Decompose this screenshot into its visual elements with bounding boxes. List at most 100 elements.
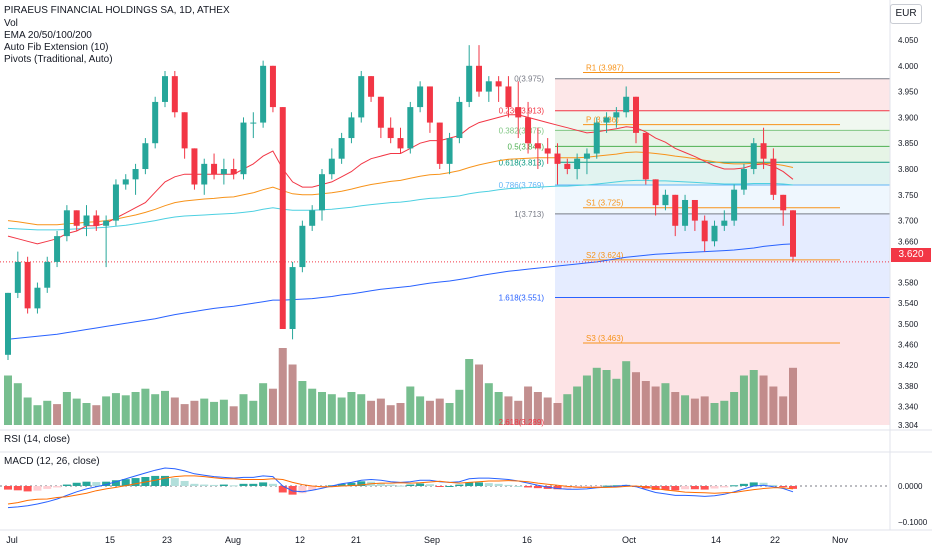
candle-body <box>485 81 492 92</box>
ema50-line <box>7 151 794 226</box>
macd-hist-bar <box>779 486 788 487</box>
macd-hist-bar <box>406 484 415 486</box>
candle-body <box>289 267 296 330</box>
volume-bar <box>151 394 160 425</box>
candle-body <box>5 292 11 355</box>
candle-body <box>54 236 61 262</box>
macd-hist-bar <box>435 486 444 487</box>
macd-hist-bar <box>749 482 758 486</box>
volume-bar <box>602 370 611 425</box>
macd-hist-bar <box>121 479 130 486</box>
volume-bar <box>789 367 797 425</box>
candle-body <box>731 189 738 221</box>
volume-bar <box>111 393 120 425</box>
volume-bar <box>465 359 474 425</box>
candles <box>5 45 796 360</box>
candle-body <box>544 148 551 154</box>
macd-hist-bar <box>789 486 797 489</box>
candle-body <box>603 117 610 123</box>
volume-bar <box>641 381 650 425</box>
candle-body <box>338 138 345 159</box>
fib-label: 0.236(3.913) <box>499 107 545 116</box>
volume-bar <box>62 392 71 425</box>
candle-body <box>112 184 119 221</box>
volume-bar <box>769 386 778 425</box>
macd-hist-bar <box>553 486 562 490</box>
candle-body <box>740 169 747 190</box>
volume-bar <box>210 401 219 425</box>
macd-hist-bar <box>259 482 268 486</box>
volume-bar <box>720 400 729 425</box>
indicator-ema[interactable]: EMA 20/50/100/200 <box>4 30 92 41</box>
indicator-fib[interactable]: Auto Fib Extension (10) <box>4 42 109 53</box>
macd-hist-bar <box>308 486 317 491</box>
volume-bar <box>219 399 228 425</box>
volume-bar <box>573 386 582 425</box>
volume-bar <box>455 389 464 425</box>
currency-button[interactable]: EUR <box>890 4 922 24</box>
volume-bar <box>131 392 140 425</box>
volume-bar <box>435 398 444 425</box>
candle-body <box>476 65 482 92</box>
volume-bar <box>553 403 562 425</box>
candle-body <box>534 143 541 149</box>
volume-bar <box>278 348 287 425</box>
fib-zone <box>555 213 890 298</box>
volume-bar <box>632 372 640 425</box>
volume-bar <box>288 364 297 425</box>
macd-title[interactable]: MACD (12, 26, close) <box>4 456 100 467</box>
volume-bar <box>563 394 572 425</box>
indicator-pivots[interactable]: Pivots (Traditional, Auto) <box>4 54 113 65</box>
candle-body <box>93 215 100 226</box>
time-label: 16 <box>522 535 532 545</box>
candle-body <box>230 169 237 175</box>
candle-body <box>721 220 728 226</box>
fib-label: 0.5(3.844) <box>508 142 545 151</box>
volume-bar <box>386 405 395 425</box>
candle-body <box>377 96 384 128</box>
candle-body <box>319 174 325 211</box>
volume-bar <box>229 406 238 425</box>
candle-body <box>682 199 689 226</box>
volume-bar <box>33 405 42 425</box>
rsi-title[interactable]: RSI (14, close) <box>4 434 71 445</box>
fib-zone <box>555 162 890 186</box>
ema200-line <box>7 243 794 340</box>
price-axis: 4.050 4.000 3.950 3.900 3.850 3.800 3.750 3.700… <box>0 0 932 531</box>
candle-body <box>103 220 110 226</box>
candle-body <box>672 194 679 226</box>
macd-hist-bar <box>337 483 346 486</box>
volume-bar <box>425 400 434 425</box>
volume-bar <box>524 386 533 425</box>
time-label: Nov <box>832 535 849 545</box>
macd-hist-bar <box>710 486 719 489</box>
time-label: Aug <box>225 535 241 545</box>
candle-body <box>466 65 473 102</box>
candle-body <box>505 86 512 108</box>
macd-hist-bar <box>612 485 621 487</box>
volume-bar <box>779 396 788 425</box>
candle-body <box>83 215 90 226</box>
volume-bar <box>533 392 542 425</box>
macd-hist-bar <box>376 483 385 486</box>
candle-body <box>220 169 227 175</box>
volume-bar <box>23 397 32 425</box>
fib-zone <box>555 185 890 214</box>
time-label: 12 <box>295 535 305 545</box>
macd-hist-bar <box>524 486 533 488</box>
candle-body <box>387 127 394 139</box>
candle-body <box>397 138 404 149</box>
macd-hist-bar <box>396 485 405 487</box>
candle-body <box>142 143 149 170</box>
volume-bars <box>4 348 797 425</box>
indicator-vol[interactable]: Vol <box>4 18 18 29</box>
volume-bar <box>651 386 660 425</box>
volume-bar <box>739 375 748 425</box>
price-tick: 4.050 <box>898 36 919 45</box>
macd-hist-bar <box>170 478 179 486</box>
price-tick: 3.700 <box>898 217 919 226</box>
macd-hist-bar <box>563 486 572 489</box>
time-axis: Jul 15 23 Aug 12 21 Sep 16 Oct 14 22 Nov <box>6 535 848 545</box>
price-tick: 3.304 <box>898 421 919 430</box>
